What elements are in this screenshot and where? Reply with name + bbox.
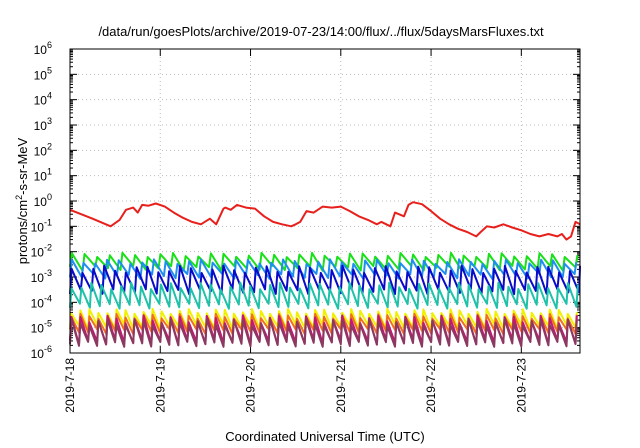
series-line-8	[69, 318, 578, 348]
series-line-4	[69, 281, 579, 310]
y-tick-label: 10-3	[31, 268, 52, 285]
y-axis-label: protons/cm2-s-sr-MeV	[14, 137, 30, 264]
y-tick-label: 101	[34, 167, 52, 184]
data-series	[69, 201, 581, 348]
y-tick-label: 10-2	[31, 243, 52, 260]
y-tick-label: 10-5	[31, 319, 52, 336]
x-tick-label: 2019-7-18	[63, 358, 77, 413]
y-tick-label: 104	[34, 91, 52, 108]
x-tick-label: 2019-7-22	[424, 358, 438, 413]
y-tick-label: 10-1	[31, 217, 52, 234]
series-line-3	[69, 264, 581, 296]
x-axis-label: Coordinated Universal Time (UTC)	[225, 429, 424, 444]
y-tick-label: 10-4	[31, 293, 52, 310]
y-axis-ticks: 106 105 104 103 102 101 100 10-1 10-2 10-3 10-4 10-…	[31, 40, 580, 361]
x-tick-label: 2019-7-23	[514, 358, 528, 413]
y-tick-label: 102	[34, 141, 52, 158]
chart-title: /data/run/goesPlots/archive/2019-07-23/1…	[98, 24, 544, 39]
x-tick-label: 2019-7-20	[244, 358, 258, 413]
x-tick-label: 2019-7-21	[334, 358, 348, 413]
y-tick-label: 100	[34, 192, 52, 209]
x-axis-ticks: 2019-7-18 2019-7-19 2019-7-20 2019-7-21 2019…	[63, 49, 528, 413]
y-tick-label: 105	[34, 65, 52, 82]
series-line-0	[69, 201, 581, 241]
y-tick-label: 103	[34, 116, 52, 133]
grid-lines	[69, 48, 580, 354]
plot-frame	[69, 48, 581, 354]
x-tick-label: 2019-7-19	[153, 358, 167, 413]
y-tick-label: 106	[34, 40, 52, 57]
y-tick-label: 10-6	[31, 344, 52, 361]
